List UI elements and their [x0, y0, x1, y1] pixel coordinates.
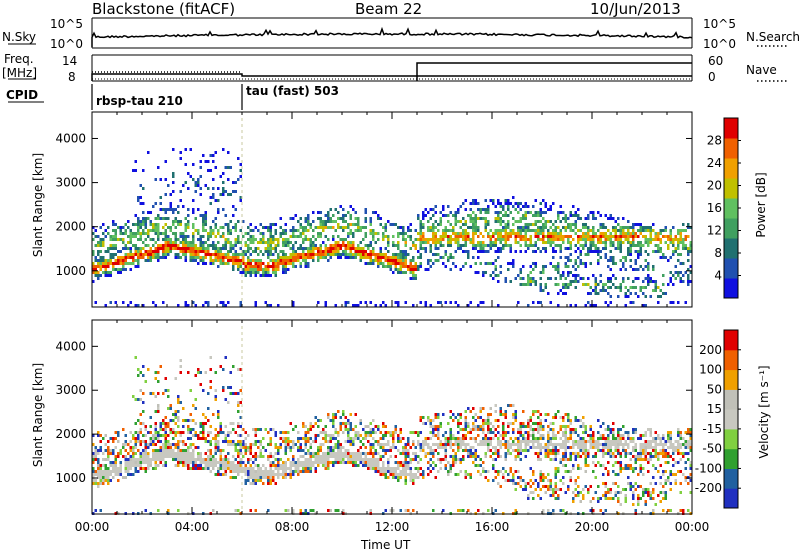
colorbar-tick-label-1-3: 15	[707, 402, 722, 416]
colorbar-tick-label-1-5: -50	[702, 442, 722, 456]
date-title: 10/Jun/2013	[590, 0, 681, 18]
colorbar-cell-1-7	[724, 349, 738, 371]
nave-tick-bottom: 0	[708, 70, 716, 84]
beam-title: Beam 22	[355, 0, 423, 18]
xtick-label-1: 04:00	[175, 520, 210, 534]
colorbar-cell-0-5	[724, 178, 738, 199]
colorbar-tick-label-0-2: 20	[707, 179, 722, 193]
colorbar-cell-1-1	[724, 468, 738, 489]
colorbar-tick-label-1-1: 100	[699, 363, 722, 377]
colorbar-cell-1-6	[724, 369, 738, 390]
ytick-label-0-1: 2000	[55, 220, 86, 234]
colorbar-tick-label-0-6: 4	[714, 269, 722, 283]
xtick-label-3: 12:00	[375, 520, 410, 534]
cpid-mode-2: tau (fast) 503	[246, 84, 339, 98]
freq-tick-top: 14	[62, 54, 78, 68]
colorbar-cell-0-4	[724, 198, 738, 219]
panel-bg-0	[92, 112, 692, 307]
nsearch-label: N.Search	[746, 30, 800, 44]
ytick-label-0-0: 1000	[55, 264, 86, 278]
freq-label-1: Freq.	[4, 52, 34, 66]
colorbar-tick-label-1-6: -100	[695, 461, 722, 475]
freq-label-2: [MHz]	[2, 66, 38, 80]
colorbar-tick-label-0-5: 8	[714, 246, 722, 260]
colorbar-cell-1-5	[724, 389, 738, 410]
freq-trace	[91, 73, 692, 81]
xtick-label-4: 16:00	[475, 520, 510, 534]
colorbar-cell-0-6	[724, 158, 738, 179]
nsky-trace	[91, 26, 693, 47]
ytick-label-1-0: 1000	[55, 471, 86, 485]
freq-tick-bottom: 8	[68, 70, 76, 84]
xtick-label-5: 20:00	[575, 520, 610, 534]
colorbar-tick-label-1-4: -15	[702, 422, 722, 436]
colorbar-tick-label-1-0: 200	[699, 343, 722, 357]
station-title: Blackstone (fitACF)	[92, 0, 236, 18]
power-cells	[92, 148, 692, 307]
xtick-label-2: 08:00	[275, 520, 310, 534]
colorbar-frame-1	[723, 329, 739, 509]
colorbar-cell-0-1	[724, 258, 738, 279]
nave-trace	[416, 62, 692, 81]
ytick-label-0-2: 3000	[55, 176, 86, 190]
colorbar-tick-label-0-4: 12	[707, 224, 722, 238]
xtick-label-0: 00:00	[75, 520, 110, 534]
nave-label: Nave	[746, 63, 777, 77]
nsky-tick-bottom: 10^0	[50, 37, 83, 51]
nsky-tick-top: 10^5	[50, 17, 83, 31]
velocity-cells	[92, 356, 692, 515]
nsearch-tick-bottom: 10^0	[703, 37, 736, 51]
colorbar-cell-1-4	[724, 409, 738, 430]
ytick-label-1-2: 3000	[55, 383, 86, 397]
colorbar-tick-label-0-3: 16	[707, 201, 722, 215]
ytick-label-1-1: 2000	[55, 427, 86, 441]
colorbar-cell-0-8	[724, 118, 738, 139]
ytick-label-0-3: 4000	[55, 131, 86, 145]
colorbar-cell-0-2	[724, 238, 738, 259]
x-axis-label: Time UT	[361, 538, 411, 552]
cpid-label: CPID	[6, 88, 39, 102]
colorbar-tick-label-1-7: -200	[695, 481, 722, 495]
panel-bg-1	[92, 320, 692, 514]
nsky-label: N.Sky	[2, 30, 37, 44]
cpid-mode-1: rbsp-tau 210	[96, 94, 183, 108]
colorbar-tick-label-0-0: 28	[707, 134, 722, 148]
ytick-label-1-3: 4000	[55, 339, 86, 353]
colorbar-cell-0-3	[724, 218, 738, 239]
colorbar-tick-label-0-1: 24	[707, 156, 722, 170]
nsearch-tick-top: 10^5	[703, 17, 736, 31]
colorbar-cell-0-0	[724, 278, 738, 299]
nave-tick-top: 60	[708, 54, 724, 68]
colorbar-cell-1-0	[724, 488, 738, 509]
colorbar-tick-label-1-2: 50	[707, 382, 722, 396]
colorbar-cell-1-8	[724, 330, 738, 351]
colorbar-cell-1-3	[724, 428, 738, 450]
colorbar-cell-1-2	[724, 448, 738, 469]
colorbar-cell-0-7	[724, 138, 738, 159]
xtick-label-6: 00:00	[675, 520, 710, 534]
